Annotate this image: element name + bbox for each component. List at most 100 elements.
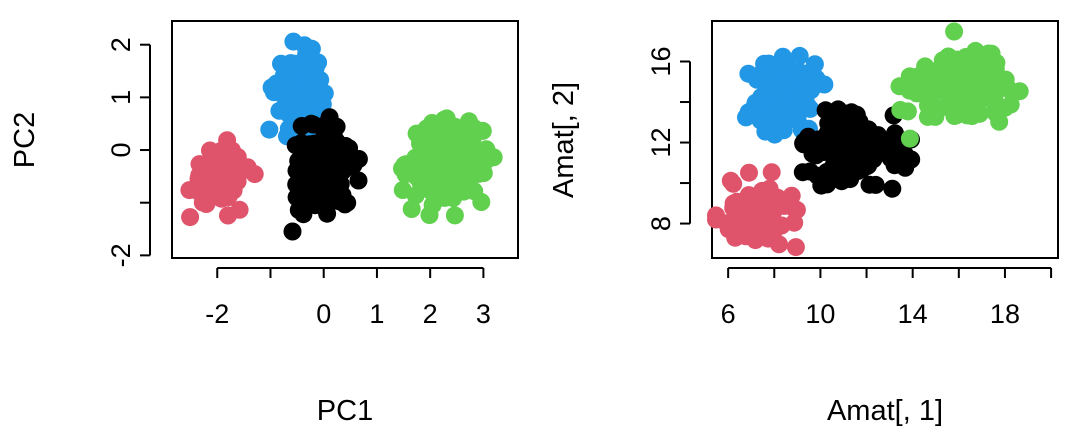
data-point	[762, 163, 781, 182]
data-point	[344, 156, 363, 174]
data-point	[750, 191, 768, 210]
data-point	[793, 163, 812, 182]
data-point	[850, 112, 869, 131]
data-point	[349, 171, 368, 190]
data-point	[796, 83, 815, 101]
data-point	[289, 201, 308, 219]
data-point	[839, 156, 857, 175]
y-tick-label: -2	[106, 243, 136, 267]
data-point	[768, 81, 787, 100]
y-tick-label: 1	[106, 90, 136, 105]
data-point	[180, 181, 199, 200]
data-point	[438, 136, 457, 155]
data-point	[406, 186, 425, 205]
data-point	[445, 206, 464, 225]
data-point	[320, 192, 339, 211]
data-point	[889, 144, 908, 163]
data-point	[972, 79, 991, 98]
data-point	[1010, 82, 1029, 101]
x-tick-label: 10	[805, 299, 835, 329]
data-point	[824, 168, 843, 187]
data-point	[987, 53, 1006, 72]
data-point	[197, 195, 216, 213]
data-point	[827, 138, 846, 157]
data-point	[260, 120, 279, 139]
data-point	[206, 155, 225, 174]
data-point	[721, 171, 740, 190]
data-point	[190, 166, 209, 185]
x-tick-label: 6	[721, 299, 736, 329]
data-point	[181, 208, 200, 227]
data-point	[846, 131, 865, 150]
data-point	[948, 81, 967, 100]
y-axis: 8 12 16	[646, 46, 691, 231]
data-point	[751, 111, 770, 130]
y-tick-label: 2	[106, 37, 136, 52]
x-tick-label: 1	[369, 299, 384, 329]
data-point	[325, 160, 344, 179]
data-point	[740, 163, 758, 182]
data-point	[986, 104, 1005, 122]
data-point	[724, 194, 743, 213]
plot-frame	[171, 20, 519, 259]
data-point	[340, 139, 359, 158]
data-point	[284, 55, 303, 74]
data-point	[717, 214, 736, 233]
data-point	[790, 63, 809, 82]
data-point	[264, 83, 283, 102]
data-point	[786, 238, 805, 257]
points-layer	[180, 32, 503, 241]
data-point	[484, 148, 503, 167]
x-tick-label: 14	[898, 299, 928, 329]
data-point	[777, 55, 796, 74]
data-point	[726, 228, 745, 247]
data-point	[396, 155, 415, 174]
data-point	[922, 72, 941, 91]
x-axis-title: Amat[, 1]	[827, 395, 943, 427]
data-point	[816, 101, 835, 120]
data-point	[782, 186, 801, 205]
x-tick-label: 0	[316, 299, 331, 329]
data-point	[759, 54, 778, 73]
data-point	[301, 71, 320, 90]
data-point	[858, 157, 877, 175]
data-point	[955, 57, 974, 76]
data-point	[746, 231, 765, 250]
y-axis-title: PC2	[9, 112, 41, 168]
y-tick-label: 8	[646, 216, 676, 231]
y-tick-label: 16	[646, 46, 676, 76]
data-point	[283, 222, 302, 241]
data-point	[790, 46, 809, 65]
data-point	[437, 109, 456, 128]
data-point	[402, 200, 421, 218]
data-point	[1001, 95, 1020, 114]
data-point	[891, 101, 910, 119]
data-point	[309, 175, 328, 194]
data-point	[768, 106, 786, 125]
data-point	[318, 141, 337, 160]
x-tick-label: -2	[205, 299, 229, 329]
x-axis: -2 0 1 2 3	[205, 267, 491, 329]
data-point	[205, 171, 224, 189]
data-point	[831, 109, 850, 128]
data-point	[765, 193, 784, 212]
data-point	[763, 223, 782, 242]
data-point	[799, 97, 818, 116]
data-point	[785, 100, 804, 119]
data-point	[742, 212, 761, 231]
data-point	[417, 119, 436, 138]
data-point	[441, 175, 460, 194]
data-point	[940, 60, 959, 79]
y-tick-label: 0	[106, 143, 136, 158]
data-point	[281, 94, 300, 113]
data-point	[883, 179, 902, 198]
data-point	[463, 128, 482, 147]
x-axis: 6 10 14 18	[721, 267, 1053, 329]
x-axis-title: PC1	[317, 395, 373, 427]
plot-frame	[711, 20, 1059, 259]
x-tick-label: 3	[476, 299, 491, 329]
data-point	[945, 22, 964, 41]
data-point	[795, 132, 814, 151]
x-tick-label: 2	[423, 299, 438, 329]
